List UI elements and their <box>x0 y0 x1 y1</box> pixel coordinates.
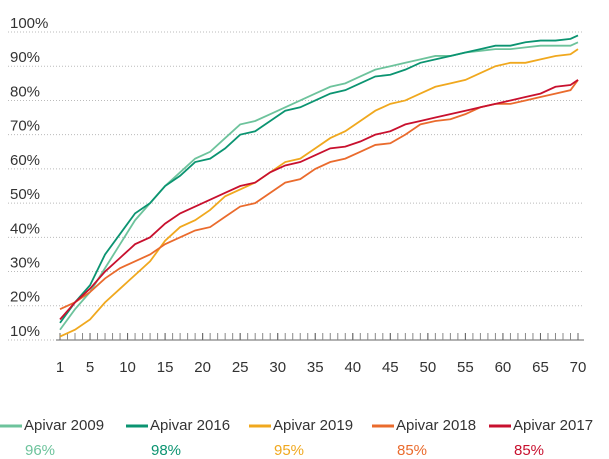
line-series <box>59 48 579 338</box>
x-tick-label: 15 <box>157 359 174 376</box>
x-tick-label: 10 <box>119 359 136 376</box>
x-tick-label: 70 <box>570 359 587 376</box>
y-tick-label: 60% <box>10 152 40 169</box>
y-tick-label: 100% <box>10 15 48 32</box>
y-tick-label: 20% <box>10 289 40 306</box>
x-tick-label: 5 <box>86 359 94 376</box>
legend-name: Apivar 2017 <box>513 417 593 434</box>
x-tick-label: 50 <box>420 359 437 376</box>
legend-name: Apivar 2009 <box>24 417 104 434</box>
x-tick-label: 20 <box>194 359 211 376</box>
legend-name: Apivar 2016 <box>150 417 230 434</box>
line-series <box>59 41 579 331</box>
y-tick-label: 40% <box>10 220 40 237</box>
x-tick-label: 45 <box>382 359 399 376</box>
legend-value: 85% <box>514 442 544 459</box>
legend-value: 85% <box>397 442 427 459</box>
y-tick-label: 90% <box>10 49 40 66</box>
x-tick-label: 30 <box>269 359 286 376</box>
line-series <box>59 79 579 311</box>
y-tick-label: 70% <box>10 118 40 135</box>
x-tick-label: 60 <box>495 359 512 376</box>
x-tick-label: 25 <box>232 359 249 376</box>
x-tick-label: 65 <box>532 359 549 376</box>
legend-value: 95% <box>274 442 304 459</box>
legend-value: 96% <box>25 442 55 459</box>
y-tick-label: 80% <box>10 83 40 100</box>
y-tick-label: 50% <box>10 186 40 203</box>
line-series <box>59 34 579 324</box>
legend-name: Apivar 2019 <box>273 417 353 434</box>
legend-value: 98% <box>151 442 181 459</box>
y-tick-label: 10% <box>10 323 40 340</box>
x-tick-label: 35 <box>307 359 324 376</box>
x-tick-label: 55 <box>457 359 474 376</box>
x-tick-label: 1 <box>56 359 64 376</box>
legend-name: Apivar 2018 <box>396 417 476 434</box>
y-tick-label: 30% <box>10 255 40 272</box>
line-series <box>59 79 579 321</box>
x-tick-label: 40 <box>344 359 361 376</box>
